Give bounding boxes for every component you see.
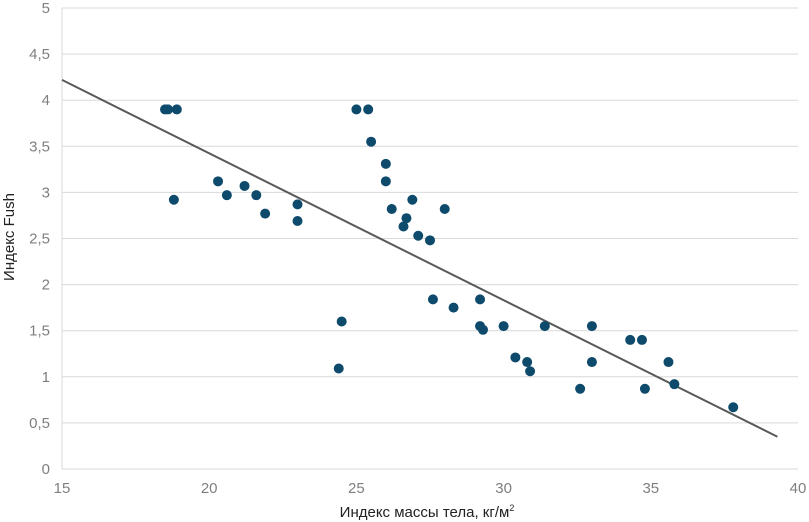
data-point <box>663 357 674 368</box>
data-point <box>586 357 597 368</box>
y-tick-label: 5 <box>42 0 50 17</box>
data-point <box>669 379 680 390</box>
data-point <box>625 334 636 345</box>
data-point <box>728 402 739 413</box>
data-point <box>448 302 459 313</box>
trend-line <box>61 79 778 438</box>
data-point <box>427 294 438 305</box>
data-point <box>639 383 650 394</box>
data-point <box>575 383 586 394</box>
data-point <box>477 324 488 335</box>
data-point <box>425 235 435 246</box>
data-point <box>401 213 412 224</box>
x-axis-ticks: 15 20 25 30 35 40 <box>54 480 807 497</box>
y-tick-label: 1 <box>42 369 50 386</box>
data-point <box>333 363 344 374</box>
data-point <box>336 316 347 327</box>
data-point <box>398 221 409 232</box>
data-point <box>525 366 536 377</box>
x-tick-label: 15 <box>54 480 71 497</box>
data-point <box>213 176 224 187</box>
data-point <box>292 199 303 210</box>
data-point <box>475 294 486 305</box>
data-point <box>260 208 271 219</box>
data-point <box>380 158 391 169</box>
data-point <box>413 230 424 241</box>
x-tick-label: 25 <box>348 480 365 497</box>
data-point <box>171 104 182 115</box>
data-point <box>251 190 262 201</box>
x-axis-title: Индекс массы тела, кг/м2 <box>340 503 515 521</box>
data-point <box>363 104 374 115</box>
data-point <box>498 321 509 332</box>
x-tick-label: 35 <box>642 480 659 497</box>
x-tick-label: 40 <box>790 480 807 497</box>
y-tick-label: 4 <box>42 92 50 109</box>
y-tick-label: 1,5 <box>29 323 50 340</box>
y-tick-label: 3,5 <box>29 138 50 155</box>
data-point <box>221 190 232 201</box>
data-point <box>366 136 377 147</box>
x-tick-label: 30 <box>495 480 512 497</box>
data-point <box>168 194 179 205</box>
data-points <box>160 104 739 413</box>
y-tick-label: 4,5 <box>29 46 50 63</box>
data-point <box>510 352 521 363</box>
y-axis-title: Индекс Fush <box>1 193 18 281</box>
gridlines <box>61 7 798 470</box>
data-point <box>386 203 397 214</box>
data-point <box>380 176 391 187</box>
x-tick-label: 20 <box>201 480 218 497</box>
y-axis-ticks: 0 0,5 1 1,5 2 2,5 3 3,5 4 4,5 5 <box>29 0 50 478</box>
data-point <box>522 357 533 368</box>
data-point <box>351 104 362 115</box>
y-tick-label: 0 <box>42 461 50 478</box>
data-point <box>586 321 597 332</box>
data-point <box>636 334 647 345</box>
y-tick-label: 2,5 <box>29 231 50 248</box>
y-tick-label: 3 <box>42 184 50 201</box>
data-point <box>292 215 303 226</box>
x-axis-title-superscript: 2 <box>509 503 514 513</box>
data-point <box>239 180 250 191</box>
y-tick-label: 2 <box>42 277 50 294</box>
data-point <box>407 194 418 205</box>
data-point <box>539 321 550 332</box>
data-point <box>439 203 450 214</box>
y-tick-label: 0,5 <box>29 415 50 432</box>
data-point <box>162 104 173 115</box>
